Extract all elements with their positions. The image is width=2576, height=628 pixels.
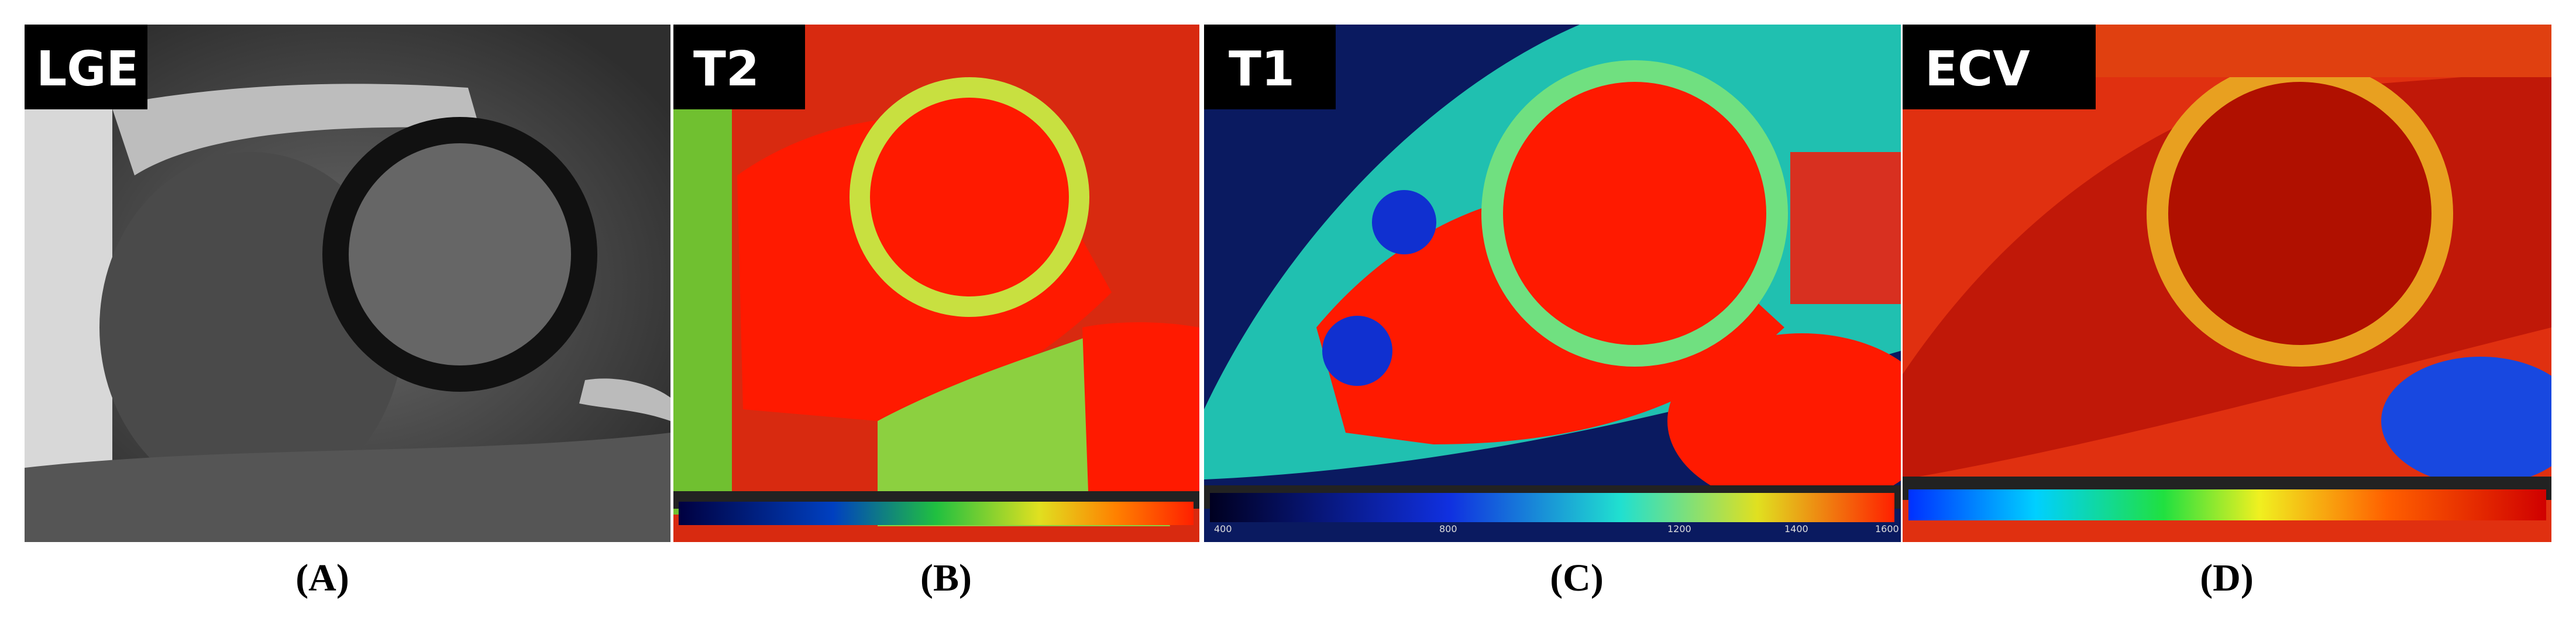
t2-image: [673, 25, 1199, 542]
colorbar-label: 1600: [1875, 523, 1899, 534]
colorbar-label: 1400: [1784, 523, 1808, 534]
panel-tag: ECV: [1925, 42, 2030, 97]
panel-tag: LGE: [36, 42, 139, 97]
tag-box: [673, 25, 805, 109]
ecv-image: [1903, 25, 2551, 542]
panel-tag: T1: [1229, 42, 1295, 97]
panel-caption: (A): [295, 557, 349, 599]
tag-box: [25, 25, 147, 109]
panel-caption: (D): [2200, 557, 2254, 599]
tag-box: [1204, 25, 1336, 109]
lge-image: [25, 25, 670, 542]
panel-caption: (B): [920, 557, 972, 599]
colorbar-label: 400: [1214, 523, 1232, 534]
t1-image: [1204, 25, 1901, 542]
colorbar-label: 800: [1439, 523, 1457, 534]
panel-tag: T2: [693, 42, 759, 97]
colorbar-label: 1200: [1667, 523, 1691, 534]
panel-caption: (C): [1550, 557, 1604, 599]
tag-box: [1903, 25, 2096, 109]
